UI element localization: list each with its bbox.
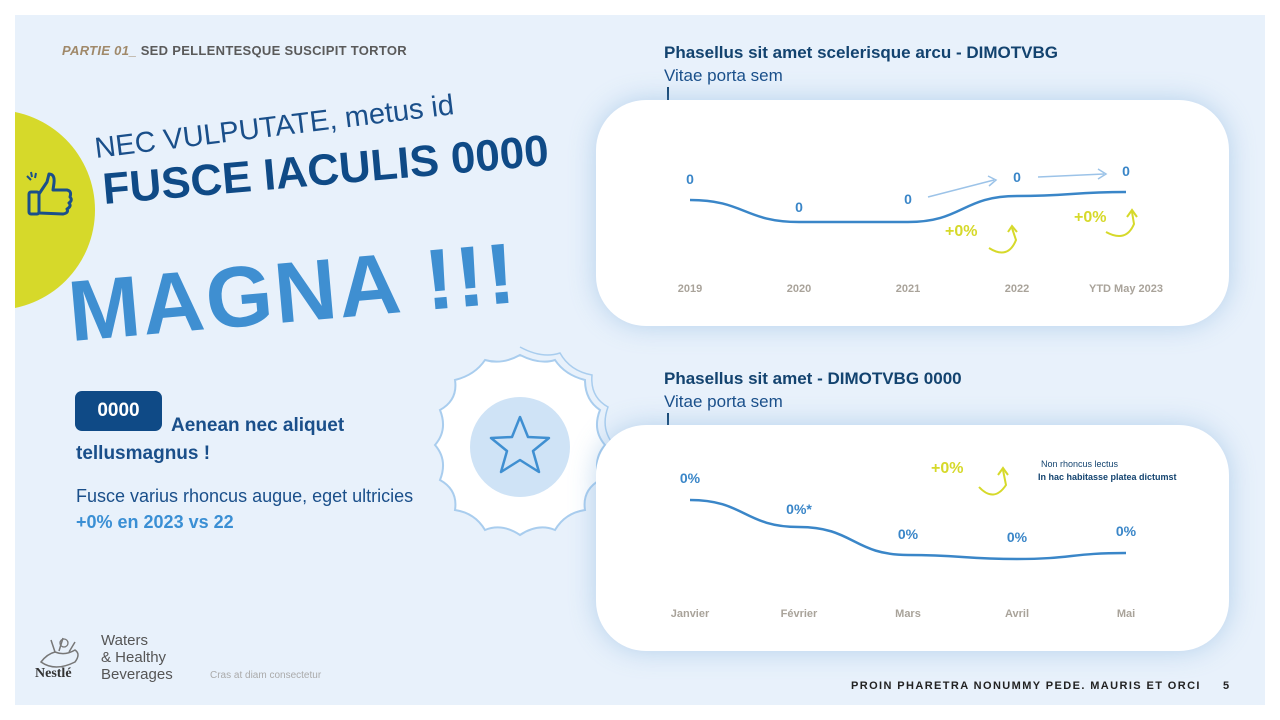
kpi-growth: +0% en 2023 vs 22 [76,512,234,532]
chart2-data-label: 0% [680,470,701,486]
chart1-annotation-2: +0% [1074,209,1106,226]
kpi-tagline-wrap: Aenean nec aliquet tellusmagnus ! [76,412,396,468]
headline-line3: MAGNA !!! [64,225,521,361]
footer-note: Cras at diam consectetur [210,670,322,681]
chart1-axis-labels: 2019 2020 2021 2022 YTD May 2023 [678,283,1163,295]
nestle-logo: Nestlé [35,632,190,684]
star-badge [433,346,615,537]
chart1-data-label: 0 [904,191,912,207]
kpi-tagline: Aenean nec aliquet tellusmagnus ! [76,415,345,464]
chart1-data-labels: 0 0 0 0 0 [686,163,1130,215]
chart1-x-tick-label: YTD May 2023 [1089,283,1163,295]
chart2-data-labels: 0% 0%* 0% 0% 0% [680,470,1137,545]
brand-name: Nestlé [35,666,72,681]
chart2-x-tick-label: Mars [895,608,921,620]
slide: PARTIE 01_ SED PELLENTESQUE SUSCIPIT TOR… [15,15,1265,705]
chart1-subtitle: Vitae porta sem [664,66,783,85]
chart1-x-tick-label: 2021 [896,283,920,295]
chart2-annotation: +0% [931,460,963,477]
kpi-body-wrap: Fusce varius rhoncus augue, eget ultrici… [76,483,421,535]
kpi-badge: 0000 [75,391,162,431]
chart2: Janvier Février Mars Avril Mai 0% 0%* 0% 0% 0% +… [671,459,1177,620]
chart2-data-label: 0%* [786,501,812,517]
chart2-x-tick-label: Janvier [671,608,710,620]
chart1-data-label: 0 [686,171,694,187]
chart1-arrows [927,168,1138,254]
chart1-x-tick-label: 2019 [678,283,702,295]
star-icon [489,415,551,474]
section-header: PARTIE 01_ SED PELLENTESQUE SUSCIPIT TOR… [62,43,407,58]
chart2-data-label: 0% [898,526,919,542]
partie-label: PARTIE 01_ [62,43,137,58]
logo-line2: & Healthy [101,649,167,666]
chart1-data-label: 0 [1013,169,1021,185]
logo-line3: Beverages [101,666,173,683]
chart1-x-tick-label: 2022 [1005,283,1029,295]
chart1-annotation-1: +0% [945,223,977,240]
thumbs-up-icon [26,171,73,216]
chart2-note-1: Non rhoncus lectus [1041,459,1119,469]
chart1-x-tick-label: 2020 [787,283,811,295]
chart1-series-line [689,190,1127,224]
logo-text: Waters & Healthy Beverages [101,632,173,683]
footer-tagline: PROIN PHARETRA NONUMMY PEDE. MAURIS ET O… [851,680,1201,692]
chart2-axis-labels: Janvier Février Mars Avril Mai [671,608,1135,620]
chart2-data-label: 0% [1007,529,1028,545]
chart2-card: Janvier Février Mars Avril Mai 0% 0%* 0% 0% 0% +… [596,425,1229,651]
chart2-data-label: 0% [1116,523,1137,539]
chart2-subtitle: Vitae porta sem [664,392,783,411]
logo-line1: Waters [101,632,148,649]
chart2-note-2: In hac habitasse platea dictumst [1038,472,1177,482]
nest-icon [39,637,79,668]
chart2-arrow [978,469,1008,496]
kpi-body: Fusce varius rhoncus augue, eget ultrici… [76,486,414,506]
section-title: SED PELLENTESQUE SUSCIPIT TORTOR [140,43,407,58]
page-number: 5 [1223,680,1230,692]
chart2-title: Phasellus sit amet - DIMOTVBG 0000 [664,369,962,388]
chart1-title: Phasellus sit amet scelerisque arcu - DI… [664,43,1058,62]
chart1-data-label: 0 [1122,163,1130,179]
chart2-series-line [689,498,1127,561]
chart1: 2019 2020 2021 2022 YTD May 2023 0 0 0 0 0 +0% +… [678,163,1163,295]
chart2-x-tick-label: Avril [1005,608,1029,620]
chart2-arrow-head [997,466,1009,476]
chart2-x-tick-label: Février [781,608,818,620]
chart1-data-label: 0 [795,199,803,215]
chart2-x-tick-label: Mai [1117,608,1135,620]
chart1-card: 2019 2020 2021 2022 YTD May 2023 0 0 0 0 0 +0% +… [596,100,1229,326]
